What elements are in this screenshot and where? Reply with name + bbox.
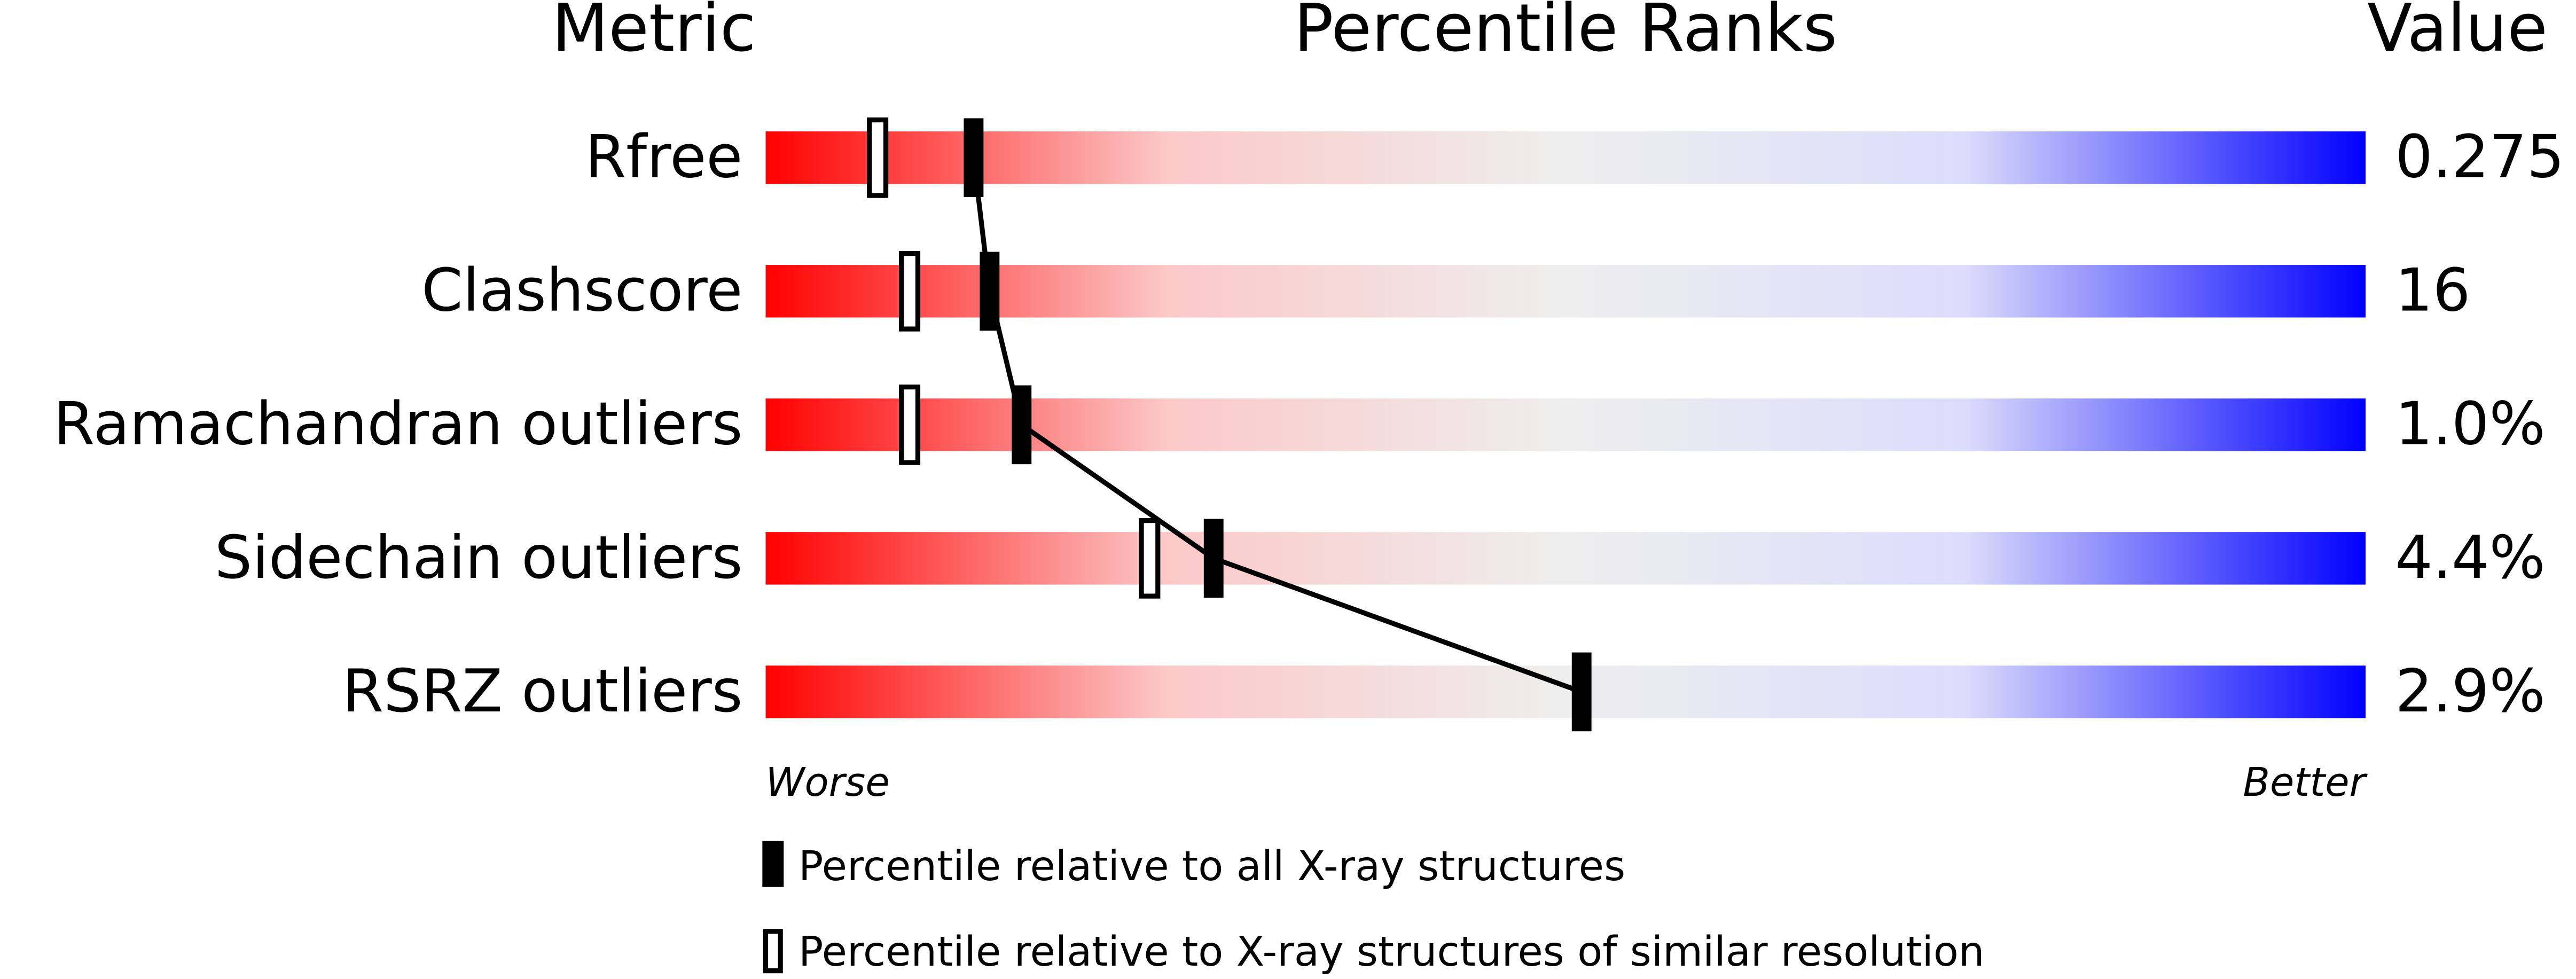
metric-label: Rfree <box>585 123 742 192</box>
metric-label: RSRZ outliers <box>342 657 742 726</box>
marker-similar <box>867 117 889 198</box>
percentile-bar <box>765 532 2366 585</box>
percentile-bar <box>765 398 2366 451</box>
metric-value: 1.0% <box>2395 390 2545 459</box>
legend-marker-all <box>762 841 784 887</box>
header-value: Value <box>2367 0 2548 67</box>
metric-label: Ramachandran outliers <box>53 390 742 459</box>
metric-value: 0.275 <box>2395 123 2564 192</box>
percentile-bar <box>765 131 2366 184</box>
percentile-bar <box>765 265 2366 318</box>
header-metric: Metric <box>552 0 756 67</box>
axis-label-worse: Worse <box>765 759 889 805</box>
marker-all <box>1012 385 1032 465</box>
percentile-bar <box>765 665 2366 718</box>
metric-value: 16 <box>2395 256 2470 325</box>
metric-value: 2.9% <box>2395 657 2545 726</box>
marker-all <box>1203 519 1224 598</box>
legend-label: Percentile relative to all X-ray structu… <box>798 843 1625 890</box>
metric-label: Clashscore <box>421 256 742 325</box>
legend-marker-similar <box>763 929 783 974</box>
marker-all <box>964 118 984 198</box>
legend-label: Percentile relative to X-ray structures … <box>798 928 1985 976</box>
marker-similar <box>1139 518 1161 599</box>
metric-value: 4.4% <box>2395 523 2545 592</box>
marker-all <box>980 252 1000 331</box>
marker-similar <box>899 384 921 465</box>
metric-label: Sidechain outliers <box>215 523 743 592</box>
marker-all <box>1571 652 1592 732</box>
header-percentile: Percentile Ranks <box>1294 0 1837 67</box>
marker-similar <box>899 250 921 332</box>
axis-label-better: Better <box>2243 759 2368 805</box>
